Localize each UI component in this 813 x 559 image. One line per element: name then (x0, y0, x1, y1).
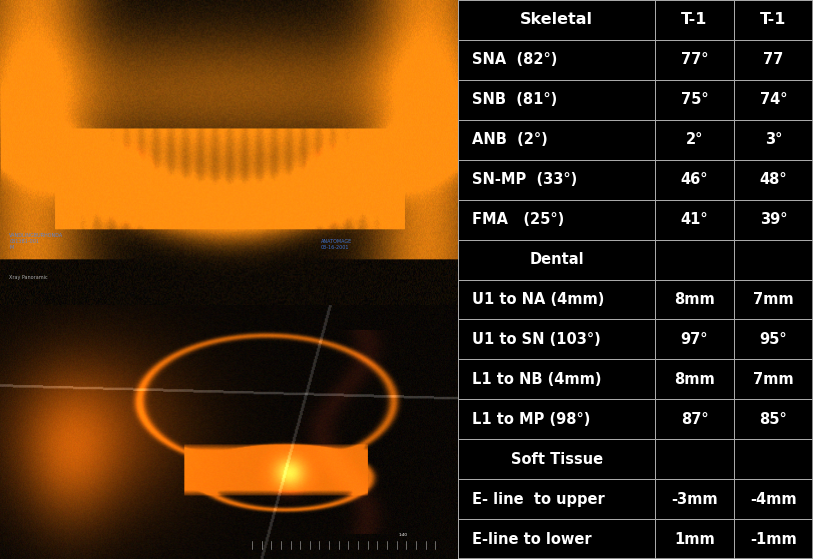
Text: E- line  to upper: E- line to upper (472, 491, 605, 506)
Text: 8mm: 8mm (674, 372, 715, 387)
Text: ANB  (2°): ANB (2°) (472, 132, 548, 147)
Text: 3°: 3° (765, 132, 782, 147)
Text: Xray Panoramic: Xray Panoramic (9, 275, 48, 280)
Bar (734, 0, 813, 40)
Text: U1 to SN (103°): U1 to SN (103°) (472, 332, 601, 347)
Bar (655, 319, 734, 359)
Bar (459, 0, 655, 40)
Text: Skeletal: Skeletal (520, 12, 593, 27)
Bar (655, 280, 734, 319)
Text: 7mm: 7mm (753, 292, 793, 307)
Text: 77: 77 (763, 53, 784, 68)
Bar (734, 479, 813, 519)
Text: 97°: 97° (680, 332, 708, 347)
Text: ANATOMAGE
03-16-2001: ANATOMAGE 03-16-2001 (320, 239, 352, 250)
Text: L1 to NB (4mm): L1 to NB (4mm) (472, 372, 602, 387)
Bar (655, 40, 734, 80)
Bar (459, 359, 655, 399)
Bar (655, 200, 734, 240)
Text: 7mm: 7mm (753, 372, 793, 387)
Bar (734, 519, 813, 559)
Text: 2°: 2° (686, 132, 703, 147)
Text: VANDLINGBURHONDA
031381-001
M: VANDLINGBURHONDA 031381-001 M (9, 233, 63, 250)
Bar (734, 319, 813, 359)
Bar (459, 439, 655, 479)
Text: T-1: T-1 (681, 12, 707, 27)
Text: 1mm: 1mm (674, 532, 715, 547)
Bar (734, 200, 813, 240)
Bar (734, 280, 813, 319)
Text: 87°: 87° (680, 412, 708, 427)
Text: 75°: 75° (680, 92, 708, 107)
Bar (655, 359, 734, 399)
Bar (459, 519, 655, 559)
Bar (734, 120, 813, 160)
Bar (734, 80, 813, 120)
Bar (459, 200, 655, 240)
Text: -3mm: -3mm (672, 491, 718, 506)
Bar (655, 479, 734, 519)
Text: E-line to lower: E-line to lower (472, 532, 592, 547)
Bar (459, 479, 655, 519)
Text: 77°: 77° (680, 53, 708, 68)
Bar (734, 160, 813, 200)
Text: 41°: 41° (680, 212, 708, 227)
Text: SNB  (81°): SNB (81°) (472, 92, 558, 107)
Bar (459, 120, 655, 160)
Bar (655, 439, 734, 479)
Text: -4mm: -4mm (750, 491, 797, 506)
Text: SNA  (82°): SNA (82°) (472, 53, 558, 68)
Bar (655, 240, 734, 280)
Bar (655, 160, 734, 200)
Text: L1 to MP (98°): L1 to MP (98°) (472, 412, 591, 427)
Bar (734, 359, 813, 399)
Text: Dental: Dental (529, 252, 584, 267)
Text: 74°: 74° (759, 92, 787, 107)
Text: 95°: 95° (759, 332, 787, 347)
Text: Soft Tissue: Soft Tissue (511, 452, 602, 467)
Text: 1:40: 1:40 (398, 533, 407, 537)
Bar (459, 280, 655, 319)
Text: 8mm: 8mm (674, 292, 715, 307)
Text: 46°: 46° (680, 172, 708, 187)
Bar (655, 120, 734, 160)
Text: U1 to NA (4mm): U1 to NA (4mm) (472, 292, 605, 307)
Bar (734, 240, 813, 280)
Bar (655, 80, 734, 120)
Text: T-1: T-1 (760, 12, 787, 27)
Text: 39°: 39° (759, 212, 787, 227)
Bar (734, 439, 813, 479)
Bar (655, 519, 734, 559)
Text: SN-MP  (33°): SN-MP (33°) (472, 172, 577, 187)
Bar (655, 399, 734, 439)
Text: 48°: 48° (759, 172, 787, 187)
Bar (459, 40, 655, 80)
Bar (459, 160, 655, 200)
Bar (734, 399, 813, 439)
Bar (459, 80, 655, 120)
Bar (734, 40, 813, 80)
Bar (459, 319, 655, 359)
Text: FMA   (25°): FMA (25°) (472, 212, 564, 227)
Bar (655, 0, 734, 40)
Text: 85°: 85° (759, 412, 787, 427)
Bar (459, 399, 655, 439)
Text: -1mm: -1mm (750, 532, 797, 547)
Bar (459, 240, 655, 280)
